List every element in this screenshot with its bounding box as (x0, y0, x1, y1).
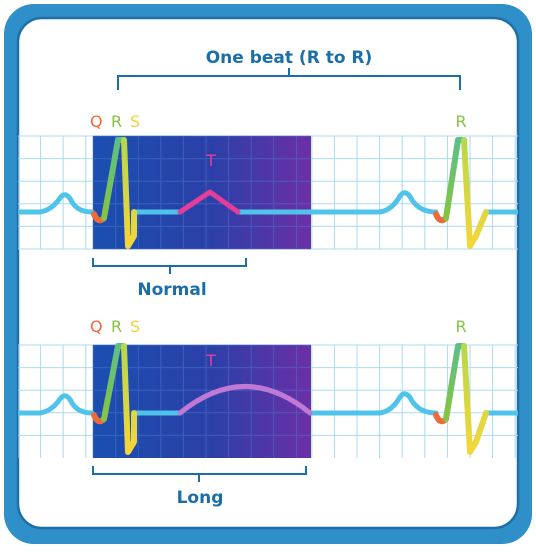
t-label-long: T (205, 351, 216, 370)
t-label-normal: T (205, 151, 216, 170)
r-label-long: R (111, 317, 122, 336)
r-label-normal: R (111, 112, 122, 131)
q-label-normal: Q (90, 112, 103, 131)
long-bracket (92, 466, 307, 482)
normal-bracket (92, 258, 247, 274)
beat-label: One beat (R to R) (206, 48, 373, 68)
normal-label: Normal (137, 280, 206, 300)
s-label-normal: S (130, 112, 140, 131)
r2-label-long: R (455, 317, 466, 336)
ecg-trace-normal (18, 137, 518, 249)
band-grid-long (92, 344, 311, 458)
q-label-long: Q (90, 317, 103, 336)
s-label-long: S (130, 317, 140, 336)
r2-label-normal: R (455, 112, 466, 131)
ecg-trace-long (18, 343, 518, 455)
long-label: Long (177, 488, 224, 508)
beat-bracket (117, 68, 461, 90)
